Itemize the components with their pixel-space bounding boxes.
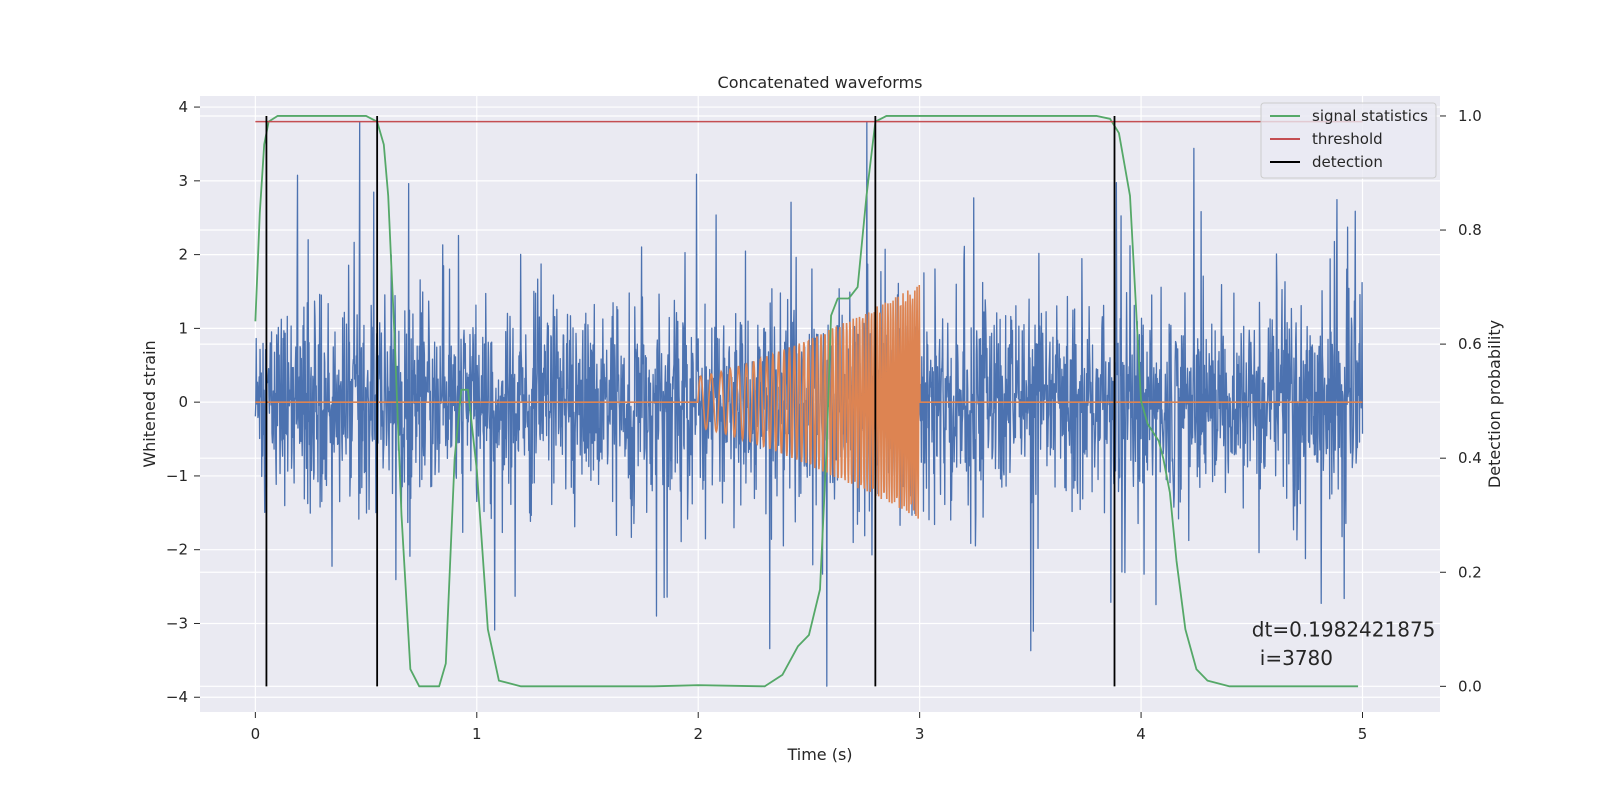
y-tick-label-right: 0.6 [1458,335,1482,353]
x-tick-label: 4 [1136,725,1146,743]
x-tick-label: 3 [915,725,925,743]
x-axis-label: Time (s) [786,745,852,764]
y-tick-label-left: 0 [178,393,188,411]
y-tick-label-left: 1 [178,319,188,337]
y-tick-label-left: 4 [178,98,188,116]
x-tick-label: 1 [472,725,482,743]
annotation-dt: dt=0.1982421875 [1252,617,1436,641]
y-tick-label-right: 0.2 [1458,563,1482,581]
annotation-i: i=3780 [1260,646,1333,670]
y-tick-label-left: 3 [178,172,188,190]
y-tick-label-left: 2 [178,246,188,264]
y-tick-label-left: −3 [166,614,188,632]
y-tick-label-right: 0.8 [1458,221,1482,239]
legend-label-threshold: threshold [1312,130,1383,148]
y-tick-label-left: −2 [166,541,188,559]
series-whitened-strain [254,121,1364,687]
legend-label-signal-statistics: signal statistics [1312,107,1428,125]
y-tick-label-right: 0.4 [1458,449,1482,467]
y-tick-label-right: 1.0 [1458,107,1482,125]
legend: signal statistics threshold detection [1260,102,1437,179]
series-injected-waveform [255,284,1363,519]
x-tick-label: 5 [1358,725,1368,743]
series-signal-statistics [254,115,1359,688]
y-tick-label-right: 0.0 [1458,677,1482,695]
chart-title: Concatenated waveforms [718,73,923,92]
legend-box [1260,102,1437,179]
y-axis-label-right: Detection probability [1485,320,1504,488]
y-tick-label-left: −1 [166,467,188,485]
y-axis-label-left: Whitened strain [140,340,159,467]
y-tick-label-left: −4 [166,688,188,706]
x-tick-label: 0 [251,725,261,743]
legend-label-detection: detection [1312,153,1383,171]
x-tick-label: 2 [693,725,703,743]
